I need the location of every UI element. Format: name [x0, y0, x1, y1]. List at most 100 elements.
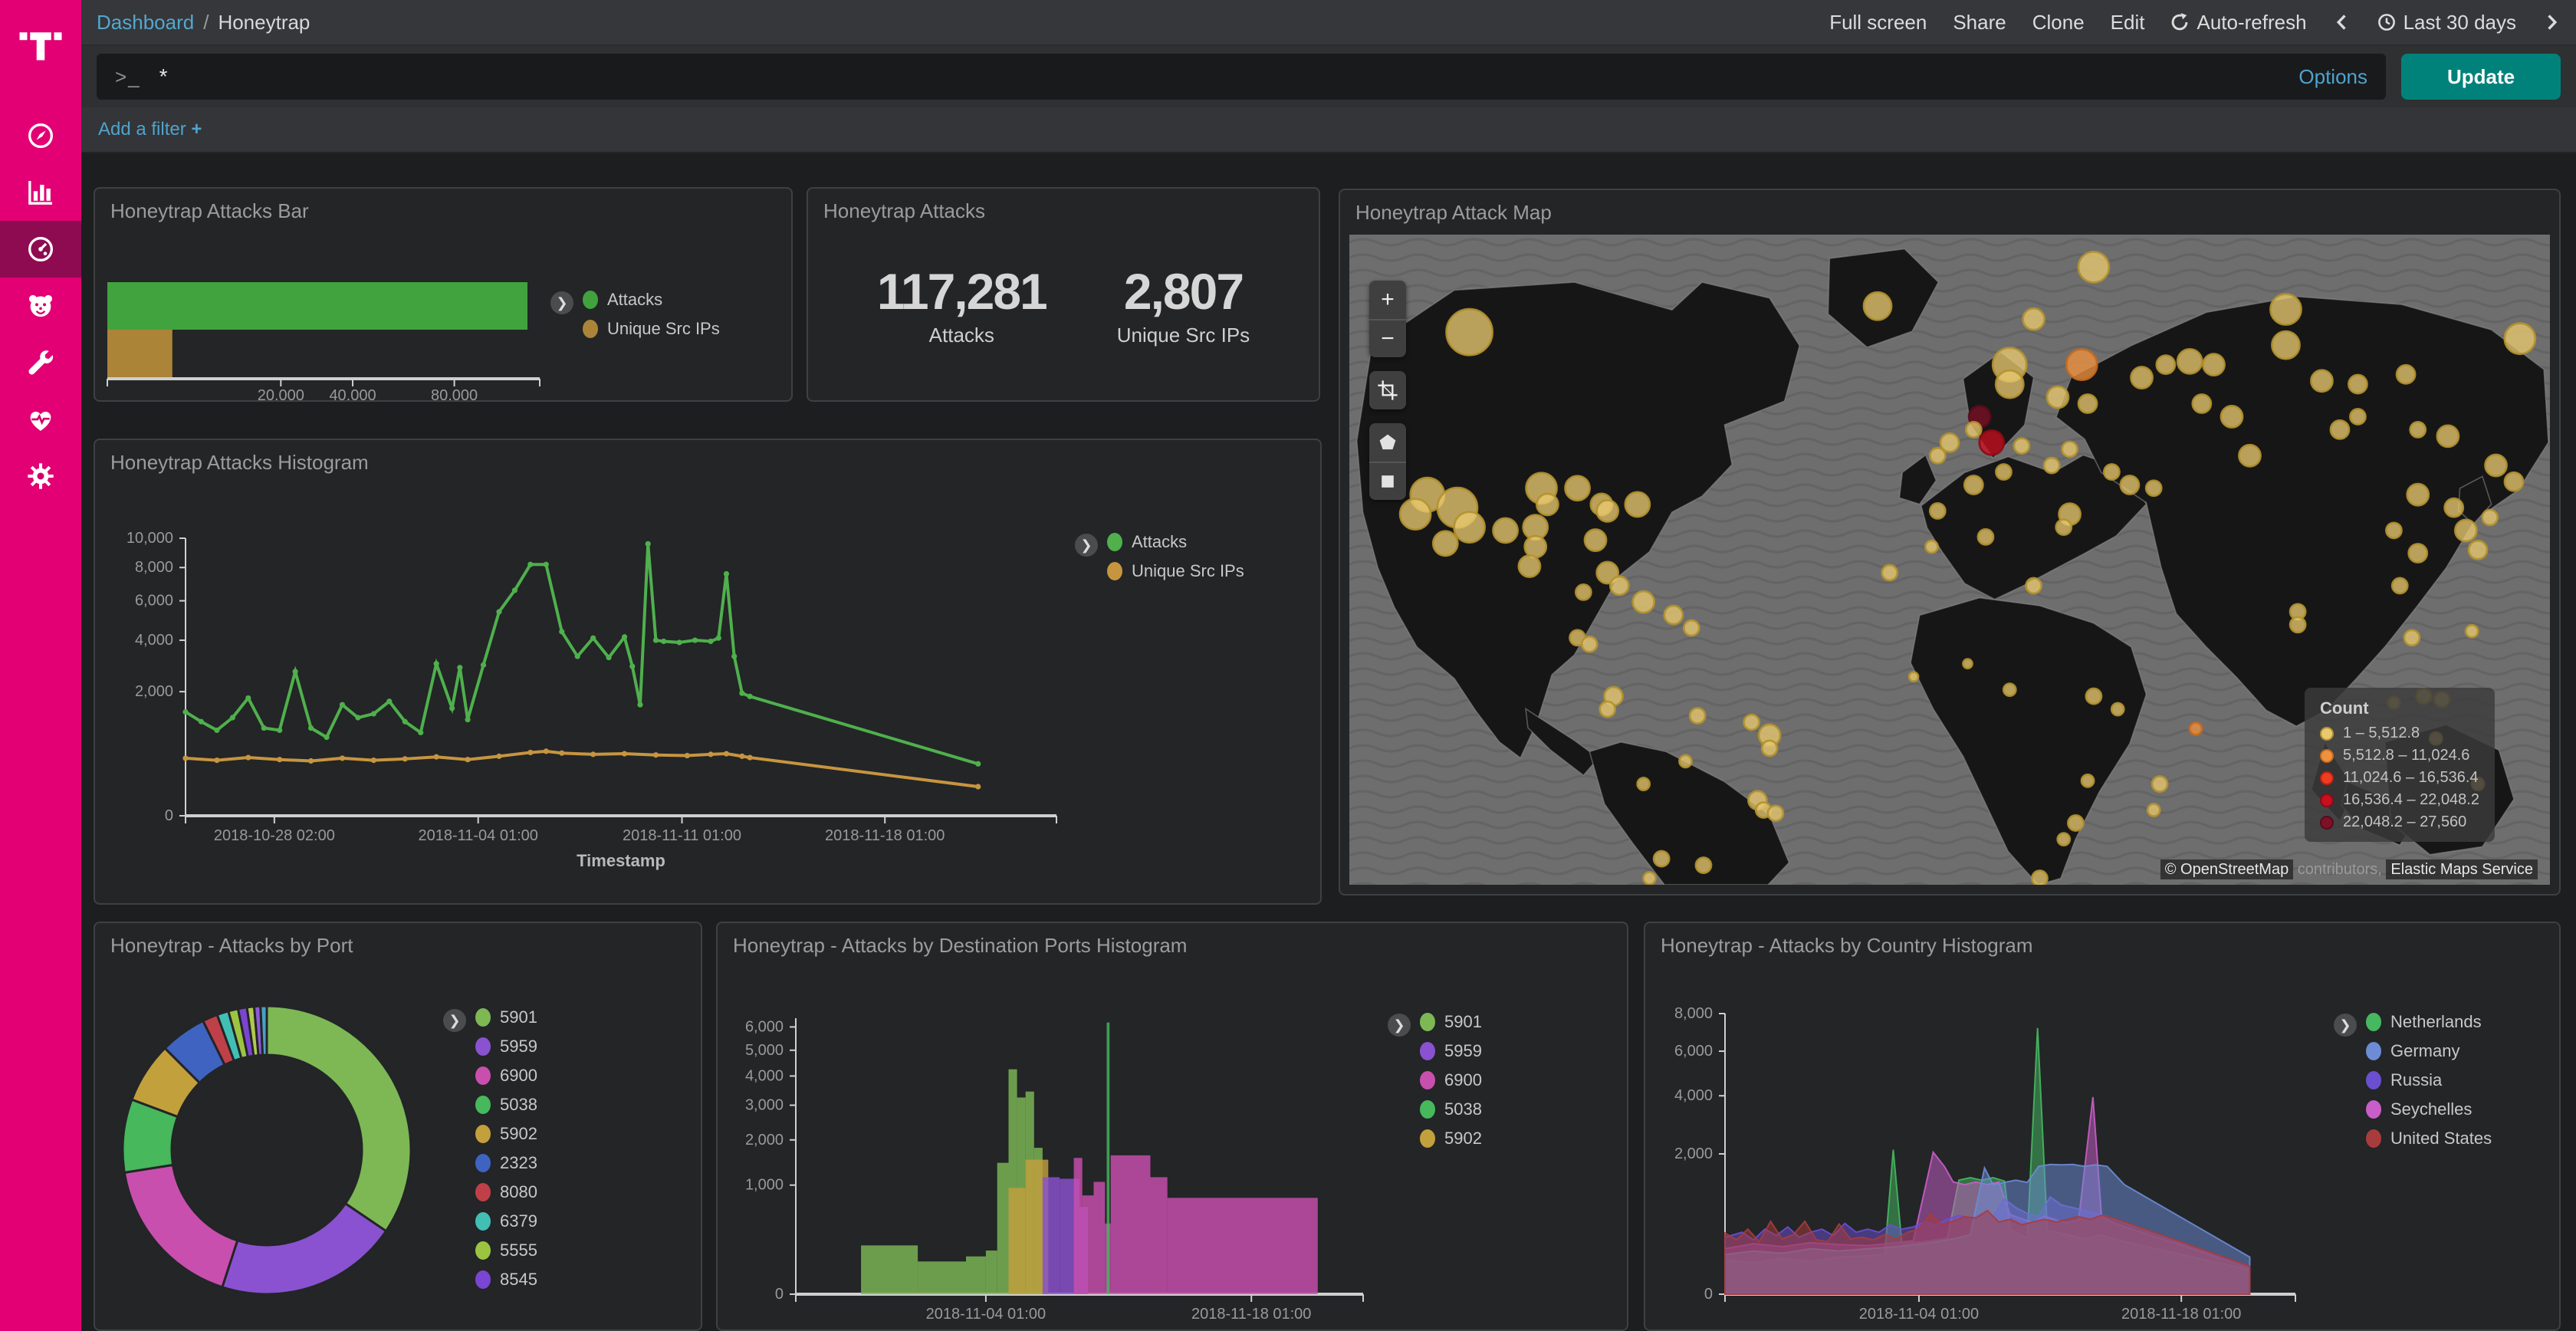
- sidebar-item-monitoring[interactable]: [0, 391, 81, 448]
- attack-circle[interactable]: [2348, 373, 2368, 395]
- attack-circle[interactable]: [1523, 534, 1548, 559]
- breadcrumb-dashboard-link[interactable]: Dashboard: [97, 10, 195, 34]
- legend-item[interactable]: 5555: [475, 1241, 537, 1260]
- attack-circle[interactable]: [1453, 511, 1487, 544]
- nav-action-time-range[interactable]: Last 30 days: [2377, 11, 2516, 35]
- attack-circle[interactable]: [2176, 347, 2203, 375]
- attack-circle[interactable]: [2349, 408, 2367, 426]
- legend-item[interactable]: 5959: [1420, 1041, 1482, 1061]
- attack-circle[interactable]: [1535, 492, 1559, 517]
- attacks-bar-svg[interactable]: 20,000 40,000 80,000: [95, 189, 793, 402]
- search-input[interactable]: >_ * Options: [97, 54, 2386, 100]
- attack-circle[interactable]: [1994, 369, 2025, 399]
- attack-circle[interactable]: [2150, 775, 2169, 793]
- legend-item[interactable]: 2323: [475, 1153, 537, 1173]
- donut-slice-other[interactable]: [259, 1004, 268, 1057]
- attack-circle[interactable]: [2403, 629, 2421, 647]
- sidebar-item-discover[interactable]: [0, 107, 81, 164]
- attack-circle[interactable]: [1574, 583, 1592, 601]
- attack-circle[interactable]: [2409, 420, 2427, 439]
- legend-item[interactable]: Attacks: [1107, 532, 1244, 552]
- map-zoom-out-button[interactable]: −: [1369, 319, 1406, 357]
- attack-circle[interactable]: [2443, 497, 2465, 518]
- legend-item[interactable]: Netherlands: [2366, 1012, 2492, 1032]
- attack-circle[interactable]: [2407, 543, 2429, 564]
- legend-item[interactable]: Unique Src IPs: [1107, 561, 1244, 581]
- legend-item[interactable]: 5038: [475, 1095, 537, 1115]
- attack-circle[interactable]: [2144, 479, 2163, 498]
- attack-circle[interactable]: [2065, 348, 2098, 382]
- attack-circle[interactable]: [2385, 521, 2403, 540]
- attack-circle[interactable]: [2103, 463, 2121, 481]
- attack-circle[interactable]: [2503, 322, 2537, 356]
- attack-circle[interactable]: [2025, 577, 2043, 595]
- attack-circle[interactable]: [2056, 832, 2072, 847]
- attack-circle[interactable]: [2269, 293, 2302, 326]
- nav-action-time-forward[interactable]: [2542, 13, 2561, 31]
- legend-item[interactable]: 8545: [475, 1270, 537, 1290]
- attack-circle[interactable]: [2436, 424, 2460, 449]
- legend-collapse-button[interactable]: ❯: [550, 291, 573, 314]
- attack-circle[interactable]: [2080, 773, 2095, 788]
- sidebar-item-management[interactable]: [0, 448, 81, 504]
- attack-circle[interactable]: [2310, 369, 2334, 393]
- attack-circle[interactable]: [2146, 803, 2161, 817]
- attack-circle[interactable]: [1398, 498, 1432, 531]
- attack-circle[interactable]: [1678, 754, 1693, 769]
- legend-collapse-button[interactable]: ❯: [1075, 534, 1098, 557]
- port-donut-svg[interactable]: [95, 923, 702, 1331]
- attack-circle[interactable]: [2155, 354, 2177, 376]
- sidebar-item-visualize[interactable]: [0, 164, 81, 221]
- attack-circle[interactable]: [2467, 539, 2489, 560]
- attack-circle[interactable]: [1517, 554, 1542, 578]
- legend-item[interactable]: United States: [2366, 1129, 2492, 1149]
- map-fit-bounds-button[interactable]: [1369, 371, 1406, 409]
- legend-item[interactable]: 6900: [1420, 1070, 1482, 1090]
- legend-item[interactable]: 6900: [475, 1066, 537, 1086]
- attack-circle[interactable]: [2484, 453, 2508, 478]
- add-filter-link[interactable]: Add a filter +: [98, 119, 202, 140]
- attack-circle[interactable]: [1743, 713, 1761, 731]
- country-histogram-chart[interactable]: 8,000 6,000 4,000 2,000 0 2018-11-04 01:00 201…: [1645, 923, 2561, 1331]
- attack-circle[interactable]: [1431, 530, 1459, 557]
- attack-circle[interactable]: [2503, 471, 2525, 492]
- attack-circle[interactable]: [2077, 393, 2098, 414]
- attack-circle[interactable]: [2191, 393, 2213, 414]
- attack-circle[interactable]: [1964, 420, 1983, 439]
- attack-circle[interactable]: [2085, 687, 2103, 705]
- attack-circle[interactable]: [1595, 498, 1620, 523]
- sidebar-item-timelion[interactable]: [0, 278, 81, 334]
- legend-item[interactable]: 5038: [1420, 1099, 1482, 1119]
- attack-circle[interactable]: [2238, 443, 2262, 468]
- attack-circle[interactable]: [1445, 307, 1494, 357]
- world-map[interactable]: + − Count 1 – 5,512.8 5,512.8 – 11,024.6 11,0…: [1349, 235, 2550, 885]
- attack-circle[interactable]: [2220, 405, 2244, 429]
- attack-circle[interactable]: [2002, 682, 2017, 697]
- attack-circle[interactable]: [2077, 251, 2111, 284]
- map-draw-rectangle-button[interactable]: [1369, 462, 1406, 500]
- legend-item[interactable]: 5902: [475, 1124, 537, 1144]
- attack-circle[interactable]: [1928, 446, 1947, 465]
- attack-circle[interactable]: [1862, 291, 1893, 321]
- attack-circle[interactable]: [2188, 721, 2203, 736]
- country-histogram-svg[interactable]: 8,000 6,000 4,000 2,000 0 2018-11-04 01:00 201…: [1645, 923, 2561, 1331]
- legend-collapse-button[interactable]: ❯: [443, 1009, 466, 1032]
- attack-circle[interactable]: [2271, 330, 2301, 360]
- nav-action-edit[interactable]: Edit: [2111, 11, 2145, 35]
- attack-circle[interactable]: [2453, 518, 2478, 543]
- attack-circle[interactable]: [1928, 501, 1947, 520]
- port-donut-chart[interactable]: [95, 923, 702, 1331]
- attribution-text[interactable]: Elastic Maps Service: [2386, 859, 2538, 879]
- attack-circle[interactable]: [1881, 564, 1899, 582]
- attribution-text[interactable]: © OpenStreetMap: [2160, 859, 2294, 879]
- attack-circle[interactable]: [1682, 619, 1700, 637]
- attack-circle[interactable]: [2119, 475, 2141, 495]
- map-zoom-in-button[interactable]: +: [1381, 287, 1395, 312]
- attack-circle[interactable]: [1907, 671, 1920, 683]
- nav-action-auto-refresh[interactable]: Auto-refresh: [2170, 11, 2307, 35]
- legend-item[interactable]: Russia: [2366, 1070, 2492, 1090]
- legend-item[interactable]: Unique Src IPs: [583, 319, 720, 339]
- update-button[interactable]: Update: [2401, 54, 2561, 100]
- attack-circle[interactable]: [1694, 856, 1713, 874]
- dest-ports-histogram-svg[interactable]: 6,000 5,000 4,000 3,000 2,000 1,000 0 2018-11-0…: [718, 923, 1628, 1331]
